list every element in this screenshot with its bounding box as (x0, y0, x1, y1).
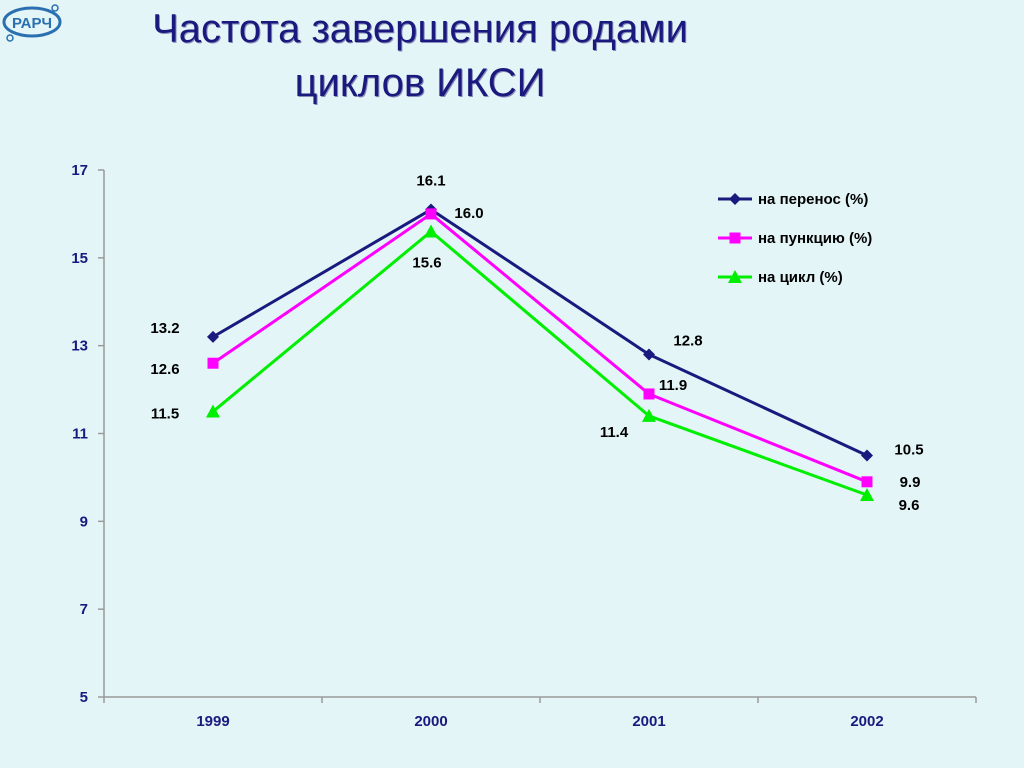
data-point (642, 408, 656, 422)
legend-label: на перенос (%) (758, 191, 868, 208)
legend-item: на пункцию (%) (718, 230, 872, 247)
y-tick-label: 5 (80, 689, 88, 706)
data-point (643, 388, 655, 400)
title-line-2: циклов ИКСИ (294, 61, 546, 105)
y-tick-label: 9 (80, 513, 88, 530)
data-point (206, 404, 220, 418)
logo-emblem (2, 6, 62, 38)
logo-male-symbol (51, 4, 59, 12)
data-point (860, 487, 874, 501)
y-tick-label: 7 (80, 601, 88, 618)
title-line-1: Частота завершения родами (152, 7, 688, 51)
series-3 (206, 224, 874, 501)
data-point (424, 224, 438, 238)
legend-item: на цикл (%) (718, 269, 843, 286)
logo-text: РАРЧ (12, 15, 52, 32)
logo-female-symbol (6, 34, 14, 42)
legend: на перенос (%) на пункцию (%) на цикл (%) (718, 191, 872, 286)
data-label: 12.8 (673, 332, 702, 349)
logo: РАРЧ (2, 4, 62, 42)
data-label: 15.6 (412, 254, 441, 271)
data-point (861, 476, 873, 488)
x-tick-label: 1999 (196, 713, 229, 730)
legend-label: на цикл (%) (758, 269, 843, 286)
data-label: 9.6 (899, 497, 920, 514)
y-tick-label: 11 (72, 426, 88, 443)
data-point (643, 348, 655, 361)
data-label: 10.5 (894, 441, 923, 458)
legend-marker (729, 232, 741, 244)
data-label: 16.1 (416, 173, 445, 190)
data-label: 12.6 (150, 361, 179, 378)
data-label: 11.9 (659, 377, 687, 394)
y-tick-label: 15 (71, 250, 88, 267)
series-2 (207, 208, 873, 488)
legend-item: на перенос (%) (718, 191, 868, 208)
series-line (212, 207, 868, 457)
data-point (207, 357, 219, 369)
legend-marker (728, 270, 742, 283)
y-tick-label: 13 (71, 338, 88, 355)
data-point (207, 330, 219, 343)
data-label: 16.0 (454, 205, 483, 222)
x-tick-label: 2002 (850, 713, 883, 730)
data-point (425, 208, 437, 220)
data-label: 9.9 (900, 474, 921, 491)
data-label: 13.2 (150, 320, 179, 337)
data-label: 11.5 (151, 406, 179, 423)
page-title: Частота завершения родами циклов ИКСИ (120, 2, 720, 110)
data-point (861, 449, 873, 462)
data-label: 11.4 (600, 424, 629, 441)
x-tick-label: 2001 (632, 713, 665, 730)
legend-marker (729, 193, 741, 205)
series-line (212, 212, 868, 484)
series-line (212, 229, 868, 497)
legend-label: на пункцию (%) (758, 230, 872, 247)
y-tick-label: 17 (71, 162, 88, 179)
x-tick-label: 2000 (414, 713, 447, 730)
